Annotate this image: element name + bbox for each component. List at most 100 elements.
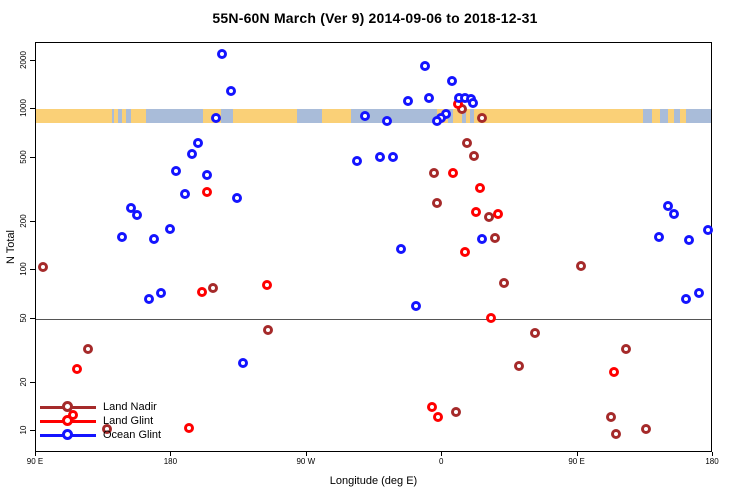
data-point-ocean-glint [210,112,221,123]
data-point-land-glint [427,401,438,412]
data-point-ocean-glint [410,300,421,311]
map-band-land-segment [680,109,686,123]
data-point-land-glint [470,207,481,217]
data-point-ocean-glint [156,287,167,298]
y-tick-mark [30,220,35,222]
map-band-land-segment [122,109,127,123]
x-tick-label: 90 E [568,457,585,466]
data-point-land-glint [183,422,194,433]
data-point-ocean-glint [359,111,370,122]
x-tick-mark [576,452,578,456]
legend-label: Land Glint [103,415,154,427]
legend-label: Land Nadir [103,401,157,413]
x-axis-label: Longitude (deg E) [329,475,418,487]
data-point-land-nadir [576,261,587,272]
y-tick-label: 500 [19,149,28,164]
data-point-land-nadir [451,406,462,417]
data-point-ocean-glint [237,358,248,369]
y-tick-mark [30,381,35,383]
legend-item-land-glint: Land Glint [40,414,240,428]
data-point-land-nadir [82,343,93,354]
data-point-land-glint [72,363,83,374]
data-point-land-glint [485,312,496,323]
legend-circle-icon [62,415,73,426]
map-band-land-segment [114,109,119,123]
data-point-land-nadir [431,198,442,208]
data-point-ocean-glint [654,232,665,242]
x-tick-mark [305,452,307,456]
x-tick-label: 180 [705,457,719,466]
data-point-land-nadir [606,412,617,423]
map-band-land-segment [322,109,351,123]
data-point-ocean-glint [117,232,128,242]
data-point-land-glint [460,246,471,257]
data-point-land-nadir [37,261,48,272]
map-band-ocean-patch [462,109,466,123]
data-point-land-nadir [610,429,621,440]
data-point-ocean-glint [476,234,487,245]
legend-circle-icon [62,401,73,412]
map-band-land-segment [131,109,146,123]
y-tick-mark [30,269,35,270]
data-point-land-nadir [263,324,274,335]
data-point-ocean-glint [352,155,362,166]
data-point-ocean-glint [148,234,159,245]
map-band-ocean-patch [470,109,475,123]
data-point-ocean-glint [144,294,155,305]
data-point-ocean-glint [374,151,385,162]
reference-line-50 [35,319,712,320]
map-band-land-segment [233,109,298,123]
data-point-ocean-glint [702,224,713,235]
data-point-ocean-glint [403,96,414,107]
y-tick-label: 20 [19,377,28,386]
data-point-ocean-glint [684,235,695,246]
y-tick-label: 200 [19,213,28,228]
y-tick-label: 10 [19,425,28,435]
x-tick-label: 90 W [296,457,316,466]
data-point-land-glint [261,279,272,290]
x-tick-mark [170,452,172,456]
data-point-ocean-glint [663,201,674,212]
data-point-ocean-glint [424,93,435,104]
y-tick-mark [30,317,35,319]
x-tick-mark [441,452,443,456]
data-point-ocean-glint [419,61,430,72]
data-point-land-nadir [469,150,480,161]
data-point-ocean-glint [431,116,442,126]
y-tick-mark [30,430,35,431]
y-tick-mark [30,156,35,158]
y-tick-label: 50 [19,313,28,322]
data-point-land-nadir [529,328,540,339]
data-point-ocean-glint [132,210,143,221]
x-tick-label: 180 [163,457,178,466]
data-point-land-glint [197,287,207,297]
x-tick-mark [712,452,713,456]
map-band-land-segment [652,109,661,123]
data-point-ocean-glint [395,244,406,255]
data-point-land-nadir [499,277,510,288]
data-point-land-nadir [476,112,487,123]
data-point-land-glint [448,167,459,178]
legend-item-land-nadir: Land Nadir [40,400,240,414]
data-point-ocean-glint [180,189,191,200]
x-tick-label: 0 [438,457,444,466]
map-band-land-segment [437,109,643,123]
data-point-ocean-glint [382,116,392,126]
x-tick-mark [35,452,36,456]
data-point-ocean-glint [201,169,212,180]
y-tick-label: 1000 [19,99,28,117]
data-point-ocean-glint [216,49,227,60]
map-band-ocean-patch [448,109,454,123]
legend-circle-icon [62,429,73,440]
data-point-land-nadir [490,232,501,243]
y-axis-label: N Total [5,229,17,265]
data-point-ocean-glint [225,85,236,96]
data-point-land-glint [493,208,504,219]
data-point-ocean-glint [186,148,197,159]
data-point-land-nadir [102,423,113,434]
y-tick-label: 100 [19,262,28,276]
data-point-ocean-glint [669,208,680,219]
data-point-land-nadir [514,360,525,371]
data-point-ocean-glint [467,98,478,109]
data-point-land-nadir [207,283,218,294]
